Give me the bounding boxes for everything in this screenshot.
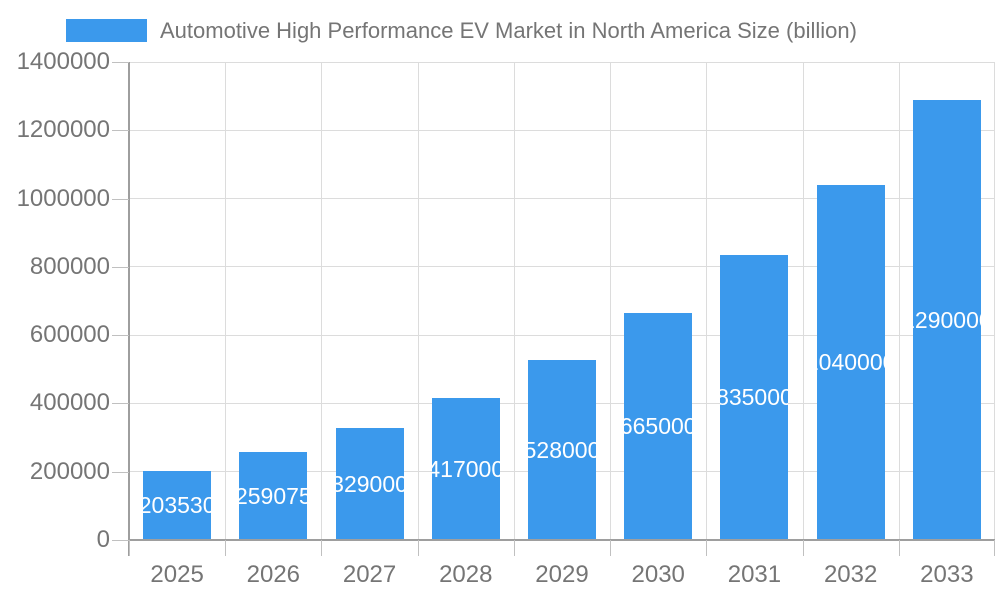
- bar-2028[interactable]: 417000: [431, 398, 500, 540]
- bar-value-label: 417000: [431, 455, 500, 482]
- gridline-vertical: [610, 62, 612, 540]
- gridline-vertical: [706, 62, 708, 540]
- bar-value-label: 329000: [335, 470, 404, 497]
- x-axis-tick-label: 2026: [246, 561, 301, 588]
- y-axis-tick-label: 200000: [29, 457, 110, 485]
- gridline-vertical: [802, 62, 804, 540]
- y-axis-tick: [112, 335, 129, 337]
- gridline-vertical: [321, 62, 323, 540]
- x-axis-tick: [898, 540, 900, 556]
- x-axis-tick: [610, 540, 612, 556]
- gridline-horizontal: [129, 266, 995, 268]
- gridline-horizontal: [129, 129, 995, 131]
- gridline-vertical: [994, 62, 995, 540]
- legend-swatch: [66, 19, 147, 42]
- x-axis-tick: [225, 540, 227, 556]
- y-axis-line: [128, 62, 130, 556]
- x-axis-tick: [802, 540, 804, 556]
- x-axis-tick: [417, 540, 419, 556]
- y-axis-tick: [112, 403, 129, 405]
- x-axis-tick: [994, 540, 995, 556]
- bar-value-label: 1040000: [817, 349, 885, 375]
- gridline-vertical: [513, 62, 515, 540]
- bar-2026[interactable]: 259075: [239, 452, 308, 540]
- bar-2030[interactable]: 665000: [624, 313, 693, 540]
- y-axis-tick-label: 800000: [29, 252, 110, 280]
- x-axis-tick: [129, 540, 130, 556]
- x-axis-tick-label: 2031: [727, 561, 782, 588]
- bar-2027[interactable]: 329000: [335, 428, 404, 540]
- bar-value-label: 259075: [239, 482, 308, 509]
- gridline-horizontal: [129, 198, 995, 200]
- x-axis-tick-label: 2033: [920, 561, 974, 588]
- chart-legend[interactable]: Automotive High Performance EV Market in…: [66, 19, 857, 42]
- x-axis-line: [129, 539, 995, 541]
- bar-2031[interactable]: 835000: [720, 255, 789, 540]
- y-axis-tick: [112, 62, 129, 63]
- bar-value-label: 203530: [143, 492, 212, 518]
- y-axis-tick: [112, 198, 129, 200]
- bar-2025[interactable]: 203530: [143, 471, 212, 540]
- x-axis-tick: [321, 540, 323, 556]
- plot-area: 203530 259075 329000 417000 528000 665000 8350…: [129, 62, 995, 540]
- gridline-vertical: [898, 62, 900, 540]
- chart-title: Automotive High Performance EV Market in…: [160, 18, 857, 43]
- x-axis-tick-label: 2027: [342, 561, 397, 588]
- gridline-horizontal: [129, 62, 995, 63]
- y-axis-tick: [112, 540, 129, 541]
- bar-value-label: 528000: [528, 436, 596, 463]
- x-axis-tick-label: 2032: [823, 561, 878, 588]
- y-axis-tick-label: 400000: [29, 389, 110, 417]
- bar-value-label: 1290000: [913, 306, 981, 333]
- y-axis-tick: [112, 471, 129, 473]
- x-axis-tick-label: 2025: [150, 561, 204, 588]
- bar-2029[interactable]: 528000: [528, 360, 596, 540]
- bar-value-label: 835000: [720, 384, 789, 410]
- x-axis-tick-label: 2028: [439, 561, 493, 588]
- x-axis-tick-label: 2029: [535, 561, 589, 588]
- y-axis-tick-label: 600000: [29, 321, 110, 349]
- bar-value-label: 665000: [624, 413, 693, 439]
- gridline-vertical: [417, 62, 419, 540]
- bar-2033[interactable]: 1290000: [912, 100, 981, 540]
- x-axis-tick: [513, 540, 515, 556]
- y-axis-tick-label: 1000000: [16, 184, 110, 212]
- x-axis-tick: [706, 540, 708, 556]
- y-axis-tick-label: 0: [96, 526, 110, 553]
- gridline-horizontal: [129, 334, 995, 336]
- y-axis-tick-label: 1200000: [16, 116, 110, 144]
- y-axis-tick: [112, 130, 129, 132]
- gridline-vertical: [225, 62, 227, 540]
- x-axis-tick-label: 2030: [631, 561, 685, 588]
- y-axis-tick: [112, 266, 129, 268]
- bar-2032[interactable]: 1040000: [816, 185, 885, 540]
- y-axis-tick-label: 1400000: [16, 48, 110, 75]
